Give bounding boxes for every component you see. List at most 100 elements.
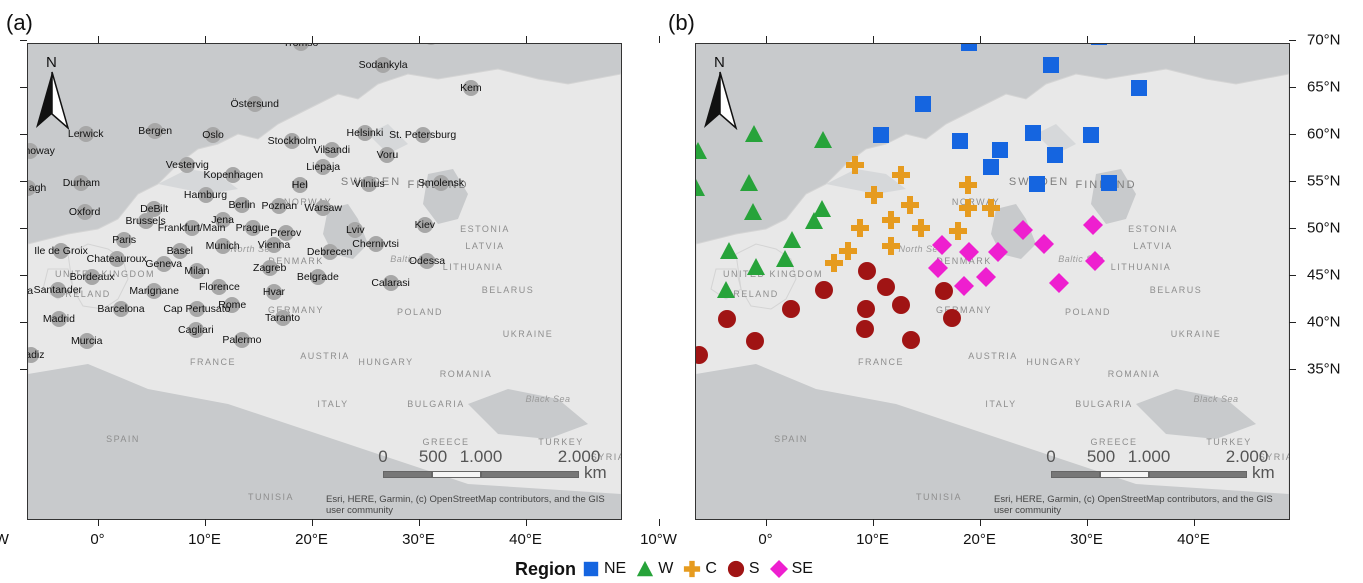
station-marker-ne — [1082, 127, 1099, 144]
basemap-label-poland: POLAND — [396, 307, 444, 317]
station-marker-c — [911, 218, 930, 237]
city-label: Marignane — [129, 284, 179, 297]
station-dot — [462, 79, 479, 96]
station-marker-ne — [1029, 176, 1046, 193]
station-marker-s — [782, 300, 801, 319]
station-marker-s — [892, 295, 911, 314]
station-marker-s — [717, 309, 736, 328]
north-label: N — [714, 54, 725, 71]
y-tick-left-a — [20, 227, 27, 229]
basemap-label-germany: GERMANY — [935, 305, 993, 315]
city-label: Bergen — [138, 124, 173, 137]
map-credit: Esri, HERE, Garmin, (c) OpenStreetMap co… — [326, 494, 605, 516]
basemap-label-norway: NORWAY — [951, 197, 1001, 207]
basemap-label-lithuania: LITHUANIA — [1110, 262, 1172, 272]
map-panel-b: NORWAYSWEDENFINLANDESTONIALATVIALITHUANI… — [695, 43, 1290, 520]
basemap-label-turkey: TURKEY — [538, 437, 584, 447]
station-dot — [356, 124, 373, 141]
basemap-label-italy: ITALY — [317, 399, 349, 409]
station-marker-w — [746, 258, 765, 276]
x-tick-label: 20°E — [963, 531, 996, 548]
station-marker-s — [942, 308, 961, 327]
y-tick-label: 40°N — [1307, 313, 1341, 330]
x-tick-label: 20°E — [295, 531, 328, 548]
y-tick-label: 50°N — [1307, 219, 1341, 236]
coastal-shade-0 — [826, 169, 906, 194]
coastal-shade-0 — [158, 169, 238, 194]
x-tick-top — [418, 36, 420, 43]
basemap-label-latvia: LATVIA — [465, 241, 505, 251]
scale-label-0: 0 — [378, 447, 388, 466]
x-tick — [204, 519, 206, 526]
city-label: Tromso — [283, 43, 319, 50]
north-arrow-right-half — [719, 71, 738, 130]
x-tick-label: 40°E — [1177, 531, 1210, 548]
station-dot — [432, 175, 449, 192]
station-dot — [147, 122, 164, 139]
y-tick — [1289, 227, 1296, 229]
station-dot — [28, 347, 40, 364]
basemap-label-baltic-sea: Baltic Sea — [1058, 254, 1104, 264]
y-tick — [1289, 133, 1296, 135]
city-label: Cadiz — [28, 349, 45, 362]
water-body-2 — [468, 389, 588, 439]
scale-label-1: 500 — [1086, 447, 1116, 466]
scale-segment-1 — [1100, 471, 1149, 478]
station-marker-c — [824, 254, 843, 273]
city-label: Stornoway — [27, 145, 55, 158]
station-marker-c — [881, 237, 900, 256]
city-label: Warsaw — [304, 201, 342, 214]
water-body-0 — [991, 204, 1036, 259]
scale-unit: km — [1252, 463, 1275, 482]
city-label: DeBilt — [140, 202, 169, 215]
station-dot — [375, 56, 392, 73]
station-dot — [321, 244, 338, 260]
legend-item-s: S — [727, 560, 760, 578]
scale-segment-0 — [383, 471, 432, 478]
x-tick-top — [311, 36, 313, 43]
station-marker-s — [815, 280, 834, 299]
city-label: Vienna — [257, 239, 291, 252]
city-label: Lviv — [345, 224, 365, 237]
x-tick-label: 10°E — [188, 531, 221, 548]
basemap-label-baltic-sea: Baltic Sea — [390, 254, 436, 264]
city-label: Bordeaux — [69, 271, 115, 284]
station-dot — [323, 141, 340, 158]
station-dot — [309, 269, 326, 286]
station-marker-c — [881, 211, 900, 230]
x-tick-top — [979, 36, 981, 43]
x-tick — [1193, 519, 1195, 526]
city-label: Prerov — [270, 227, 302, 240]
x-tick-label: 10°W — [640, 531, 677, 548]
station-dot — [76, 203, 93, 220]
legend-item-ne: NE — [582, 560, 626, 578]
city-label: Brussels — [125, 214, 166, 227]
station-dot — [28, 180, 36, 197]
station-marker-w — [696, 142, 708, 160]
x-tick — [765, 519, 767, 526]
station-dot — [179, 156, 196, 173]
station-dot — [197, 186, 214, 203]
station-marker-c — [864, 185, 883, 204]
station-dot — [171, 243, 188, 260]
city-label: Basel — [166, 245, 193, 258]
y-tick-left-a — [20, 39, 27, 41]
station-dot — [112, 301, 129, 318]
city-label: Armagh — [28, 182, 47, 195]
station-dot — [77, 125, 94, 142]
basemap-label-italy: ITALY — [985, 399, 1017, 409]
city-label: Vilnius — [353, 178, 385, 191]
station-marker-w — [740, 174, 759, 192]
station-marker-c — [982, 198, 1001, 217]
city-label: Oxford — [68, 205, 101, 218]
station-marker-c — [838, 242, 857, 261]
y-tick-label: 65°N — [1307, 78, 1341, 95]
station-marker-se — [1084, 251, 1105, 272]
station-dot — [423, 44, 440, 45]
city-label: Chateauroux — [86, 252, 147, 265]
map-panel-a: NORWAYSWEDENFINLANDESTONIALATVIALITHUANI… — [27, 43, 622, 520]
station-marker-se — [1048, 273, 1069, 294]
city-label: St. Petersburg — [389, 129, 457, 142]
station-marker-s — [696, 346, 709, 365]
station-marker-ne — [1130, 79, 1147, 96]
